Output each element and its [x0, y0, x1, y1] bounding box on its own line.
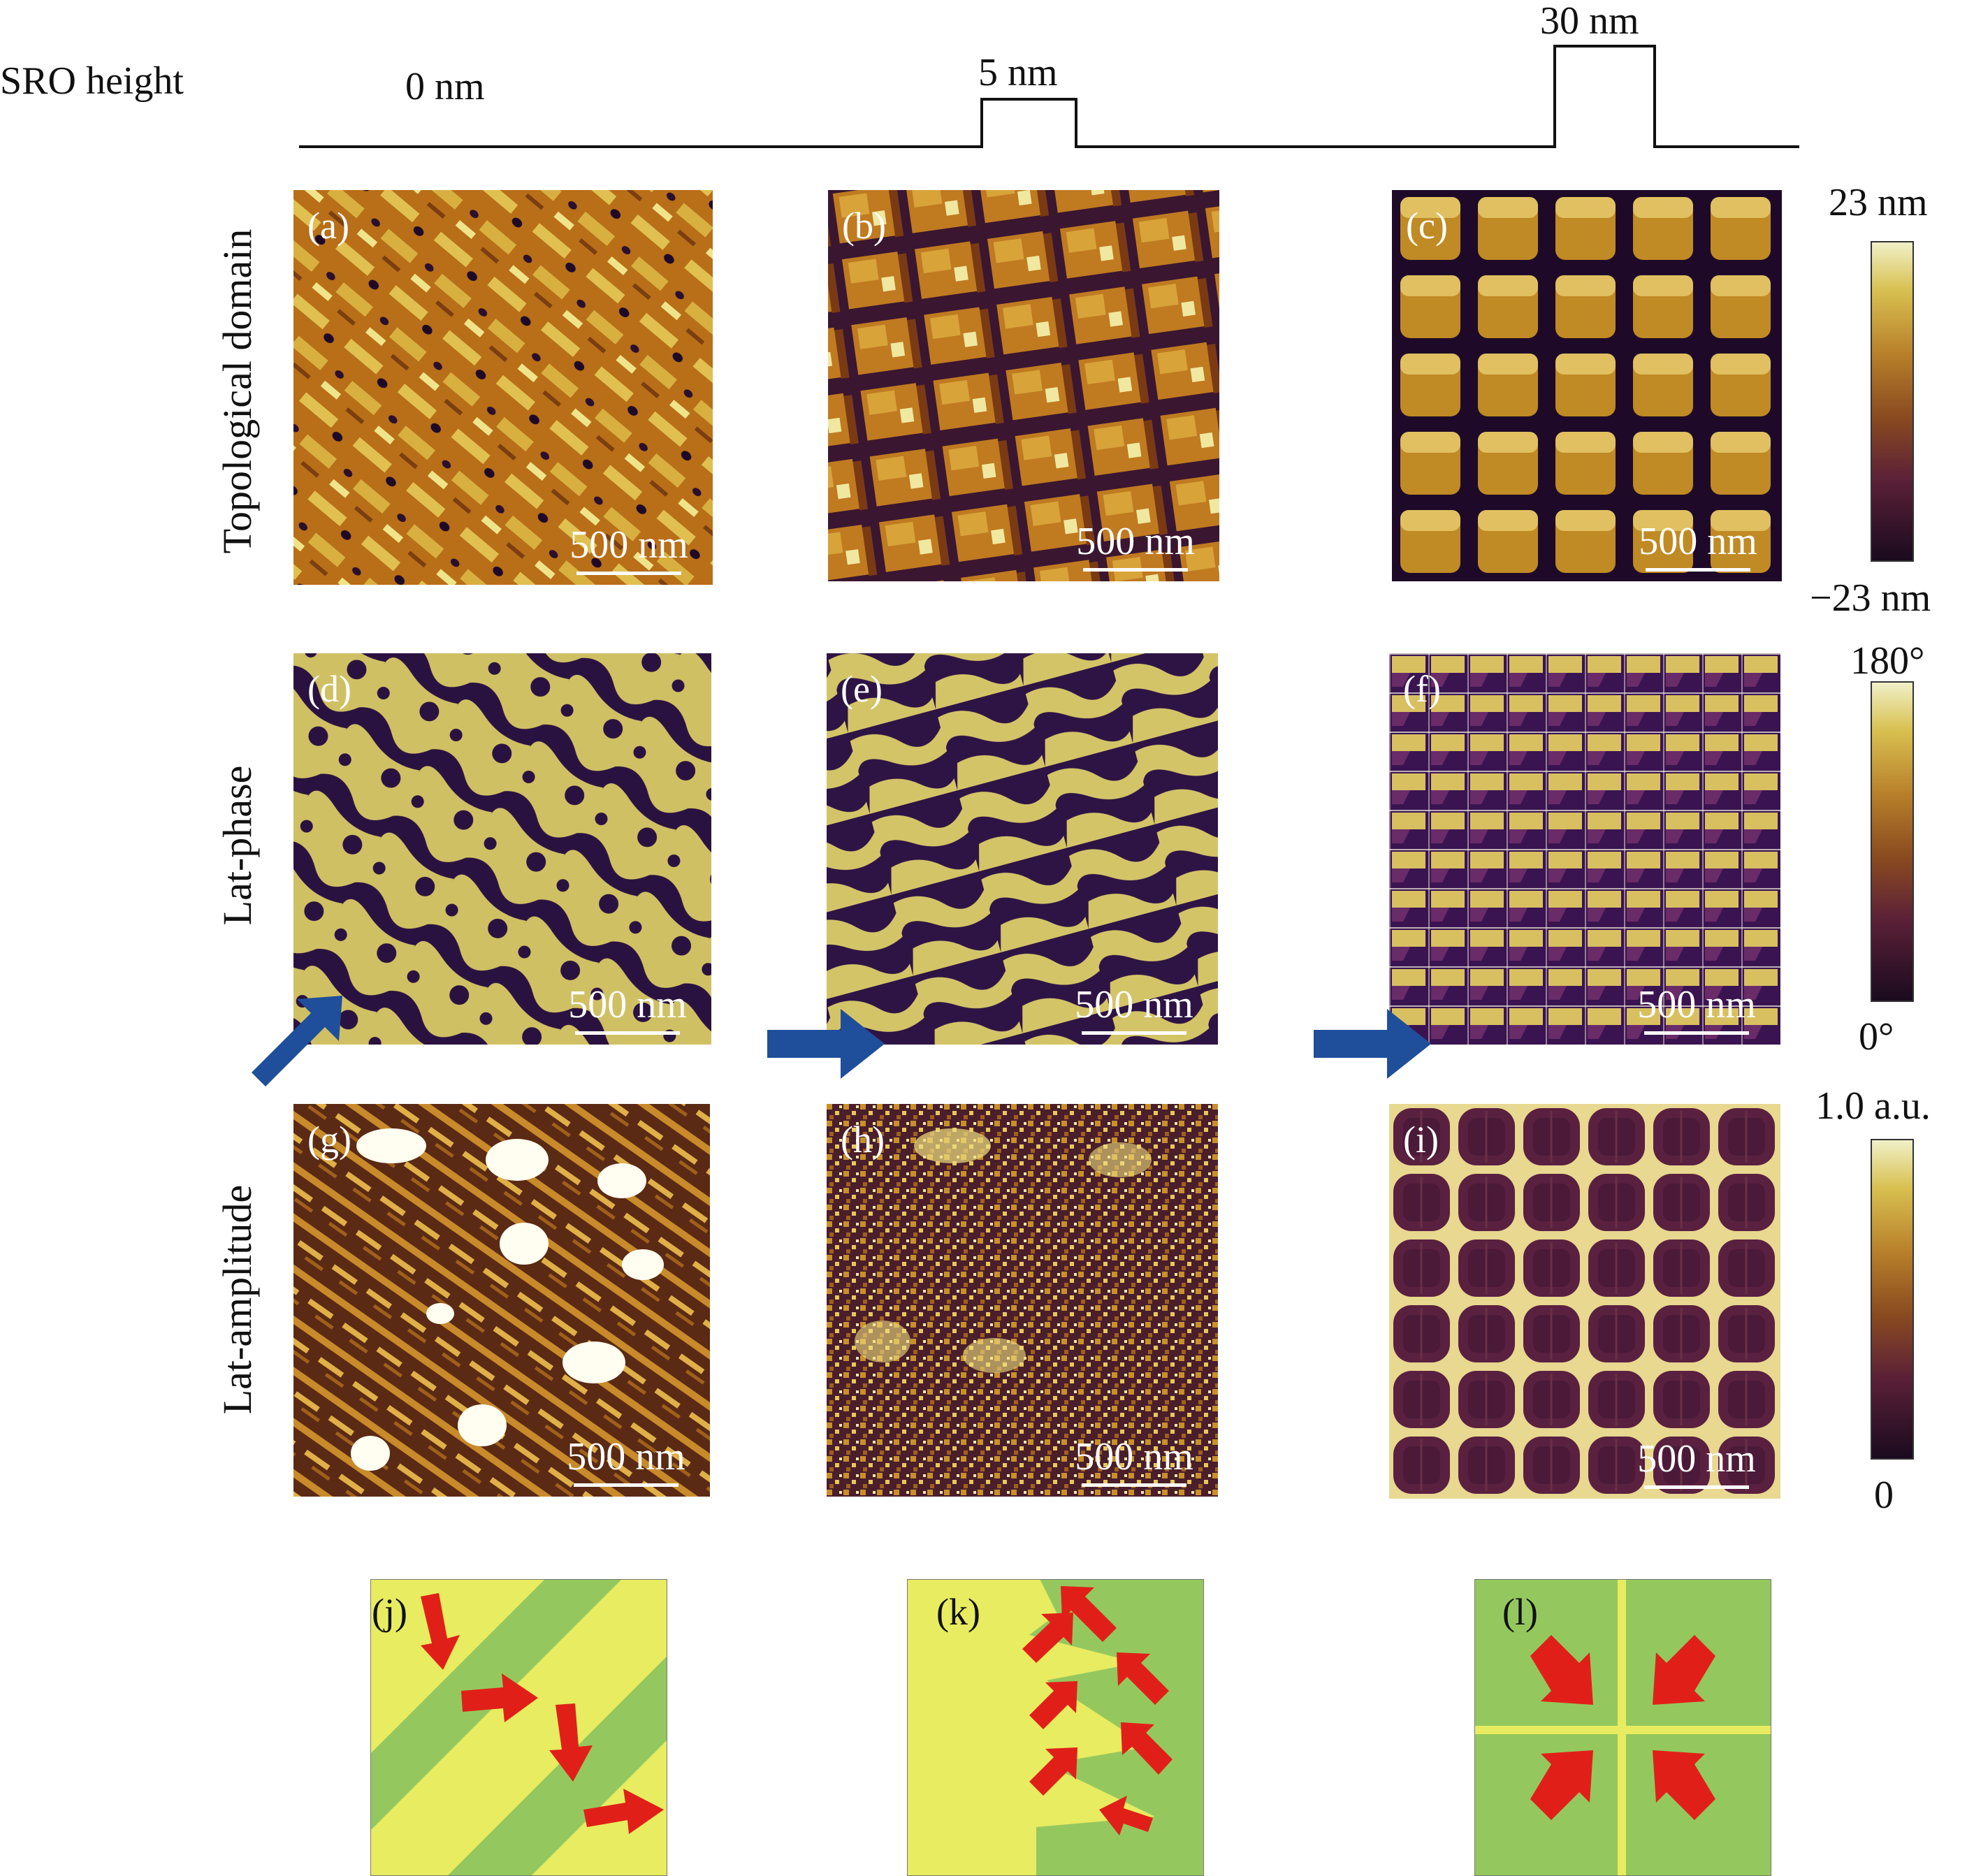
step-label-30nm: 30 nm — [1540, 0, 1639, 43]
schematic-l: (l) — [1474, 1579, 1771, 1876]
panel-label-d: (d) — [307, 668, 351, 710]
scale-bar-i: 500 nm — [1627, 1439, 1766, 1489]
panel-g-lat-amplitude: (g) 500 nm — [293, 1104, 710, 1497]
scale-bar-line — [1083, 568, 1188, 572]
panel-label-e: (e) — [841, 668, 883, 710]
scale-bar-label: 500 nm — [1637, 983, 1756, 1026]
step-label-0nm: 0 nm — [405, 65, 485, 108]
schematic-j-diagram — [370, 1579, 667, 1876]
topography-image-c — [1392, 190, 1782, 581]
scale-bar-g: 500 nm — [556, 1437, 696, 1487]
panel-label-a: (a) — [307, 205, 349, 247]
scale-bar-line — [1644, 1031, 1749, 1035]
scale-bar-line — [576, 572, 681, 575]
step-label-5nm: 5 nm — [978, 51, 1058, 94]
scale-bar-label: 500 nm — [1075, 1435, 1193, 1478]
schematic-j: (j) — [370, 1579, 667, 1876]
topography-image-a — [293, 190, 713, 585]
panel-b-topography: (b) 500 nm — [828, 190, 1219, 581]
scale-bar-f: 500 nm — [1627, 985, 1766, 1035]
height-profile-line — [299, 45, 1799, 148]
schematic-k: (k) — [907, 1579, 1204, 1876]
colorbar-3-min: 0 — [1874, 1474, 1894, 1517]
lat-phase-image-f — [1389, 653, 1780, 1045]
scale-bar-label: 500 nm — [1637, 1437, 1756, 1481]
panel-label-j: (j) — [372, 1591, 407, 1633]
blue-arrow-right-icon — [767, 1009, 885, 1079]
scale-bar-e: 500 nm — [1064, 985, 1204, 1035]
lat-amplitude-image-h — [827, 1104, 1218, 1497]
blue-arrow-diagonal-icon — [252, 996, 342, 1086]
panel-label-c: (c) — [1406, 205, 1448, 247]
lat-phase-image-d — [293, 653, 711, 1045]
topography-image-b — [828, 190, 1219, 581]
panel-a-topography: (a) 500 nm — [293, 190, 713, 585]
scale-bar-line — [1644, 1485, 1749, 1489]
panel-d-lat-phase: (d) 500 nm — [293, 653, 711, 1045]
colorbar-2-min: 0° — [1859, 1015, 1894, 1059]
scale-bar-line — [1646, 568, 1750, 572]
scale-bar-a: 500 nm — [559, 525, 699, 575]
panel-label-k: (k) — [936, 1591, 980, 1633]
sro-height-label: SRO height — [0, 59, 184, 103]
colorbar-1-min: −23 nm — [1810, 576, 1931, 620]
panel-i-lat-amplitude: (i) 500 nm — [1389, 1104, 1780, 1499]
colorbar-3-max: 1.0 a.u. — [1815, 1084, 1931, 1128]
panel-e-lat-phase: (e) 500 nm — [827, 653, 1218, 1045]
scale-bar-label: 500 nm — [569, 523, 688, 567]
row-label-topological-domain: Topological domain — [215, 228, 260, 554]
scale-bar-label: 500 nm — [567, 1435, 685, 1478]
panel-label-l: (l) — [1502, 1591, 1538, 1633]
panel-label-i: (i) — [1403, 1119, 1439, 1161]
panel-label-g: (g) — [307, 1119, 351, 1161]
scale-bar-c: 500 nm — [1628, 522, 1768, 572]
scale-bar-label: 500 nm — [1075, 983, 1193, 1026]
scale-bar-label: 500 nm — [1639, 520, 1757, 563]
scale-bar-b: 500 nm — [1066, 522, 1205, 572]
schematic-l-diagram — [1474, 1579, 1771, 1876]
colorbar-2-max: 180° — [1850, 639, 1925, 683]
blue-arrow-right-icon — [1314, 1009, 1431, 1079]
colorbar-topography — [1871, 241, 1914, 562]
scale-bar-d: 500 nm — [558, 985, 697, 1035]
panel-h-lat-amplitude: (h) 500 nm — [827, 1104, 1218, 1497]
scale-bar-line — [575, 1031, 680, 1035]
panel-label-f: (f) — [1403, 668, 1441, 710]
row-label-lat-amplitude: Lat-amplitude — [215, 1184, 260, 1415]
scale-bar-line — [1082, 1483, 1186, 1487]
colorbar-lat-amplitude — [1871, 1139, 1914, 1460]
panel-c-topography: (c) 500 nm — [1392, 190, 1782, 581]
schematic-k-diagram — [907, 1579, 1204, 1876]
panel-label-h: (h) — [841, 1119, 885, 1161]
scale-bar-h: 500 nm — [1064, 1437, 1204, 1487]
scale-bar-label: 500 nm — [568, 983, 687, 1026]
panel-f-lat-phase: (f) 500 nm — [1389, 653, 1780, 1045]
lat-phase-image-e — [827, 653, 1218, 1045]
lat-amplitude-image-i — [1389, 1104, 1780, 1499]
panel-label-b: (b) — [842, 205, 886, 247]
scale-bar-line — [1082, 1031, 1186, 1035]
colorbar-1-max: 23 nm — [1829, 181, 1928, 224]
scale-bar-line — [574, 1483, 678, 1487]
colorbar-lat-phase — [1871, 681, 1914, 1002]
lat-amplitude-image-g — [293, 1104, 710, 1497]
scale-bar-label: 500 nm — [1076, 520, 1195, 563]
sro-height-profile — [299, 45, 1799, 148]
